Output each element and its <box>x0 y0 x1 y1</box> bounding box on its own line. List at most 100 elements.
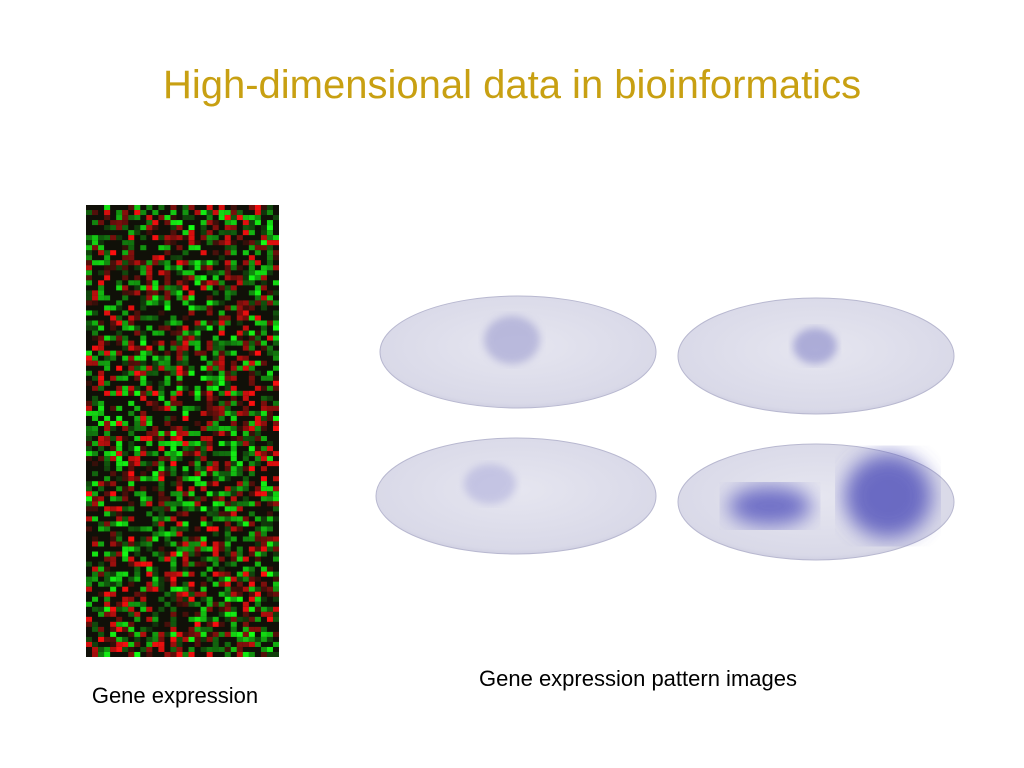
heatmap-cell <box>248 245 255 251</box>
heatmap-cell <box>92 536 99 542</box>
heatmap-cell <box>260 295 267 301</box>
heatmap-cell <box>236 330 243 336</box>
heatmap-cell <box>242 305 249 311</box>
heatmap-cell <box>236 556 243 562</box>
heatmap-cell <box>92 290 99 296</box>
heatmap-cell <box>92 451 99 457</box>
heatmap-cell <box>254 275 261 281</box>
heatmap-cell <box>266 631 273 637</box>
heatmap-cell <box>272 541 279 547</box>
heatmap-cell <box>254 641 261 647</box>
heatmap-cell <box>266 410 273 416</box>
heatmap-cell <box>170 225 177 231</box>
heatmap-cell <box>248 370 255 376</box>
heatmap-cell <box>188 546 195 552</box>
heatmap-cell <box>116 300 123 306</box>
heatmap-cell <box>182 230 189 236</box>
heatmap-cell <box>206 310 213 316</box>
heatmap-cell <box>122 270 129 276</box>
heatmap-cell <box>260 240 267 246</box>
heatmap-cell <box>224 320 231 326</box>
heatmap-cell <box>164 375 171 381</box>
heatmap-cell <box>128 400 135 406</box>
heatmap-cell <box>224 350 231 356</box>
heatmap-cell <box>212 501 219 507</box>
heatmap-cell <box>260 385 267 391</box>
heatmap-cell <box>176 591 183 597</box>
heatmap-cell <box>86 486 93 492</box>
heatmap-cell <box>128 390 135 396</box>
heatmap-cell <box>170 451 177 457</box>
heatmap-cell <box>164 275 171 281</box>
heatmap-cell <box>254 591 261 597</box>
heatmap-cell <box>176 646 183 652</box>
heatmap-cell <box>176 330 183 336</box>
heatmap-cell <box>176 526 183 532</box>
heatmap-cell <box>86 441 93 447</box>
heatmap-cell <box>170 646 177 652</box>
heatmap-cell <box>116 621 123 627</box>
heatmap-cell <box>224 265 231 271</box>
heatmap-cell <box>206 320 213 326</box>
heatmap-cell <box>272 611 279 617</box>
heatmap-cell <box>200 616 207 622</box>
heatmap-cell <box>92 606 99 612</box>
heatmap-cell <box>200 646 207 652</box>
heatmap-cell <box>188 405 195 411</box>
heatmap-cell <box>134 541 141 547</box>
heatmap-cell <box>152 290 159 296</box>
heatmap-cell <box>152 636 159 642</box>
heatmap-cell <box>128 621 135 627</box>
heatmap-cell <box>182 651 189 657</box>
heatmap-cell <box>86 265 93 271</box>
heatmap-cell <box>134 405 141 411</box>
heatmap-cell <box>86 350 93 356</box>
heatmap-cell <box>224 400 231 406</box>
heatmap-cell <box>272 355 279 361</box>
heatmap-cell <box>188 646 195 652</box>
heatmap-cell <box>260 566 267 572</box>
heatmap-cell <box>218 205 225 211</box>
heatmap-cell <box>188 215 195 221</box>
heatmap-cell <box>176 456 183 462</box>
heatmap-cell <box>218 471 225 477</box>
heatmap-cell <box>152 300 159 306</box>
heatmap-cell <box>260 210 267 216</box>
heatmap-cell <box>182 405 189 411</box>
heatmap-cell <box>134 651 141 657</box>
heatmap-cell <box>188 581 195 587</box>
heatmap-cell <box>194 456 201 462</box>
heatmap-cell <box>188 335 195 341</box>
heatmap-cell <box>188 205 195 211</box>
heatmap-cell <box>218 330 225 336</box>
heatmap-cell <box>230 511 237 517</box>
heatmap-cell <box>182 536 189 542</box>
heatmap-cell <box>158 511 165 517</box>
heatmap-cell <box>122 556 129 562</box>
heatmap-cell <box>236 576 243 582</box>
heatmap-cell <box>122 240 129 246</box>
heatmap-cell <box>272 451 279 457</box>
heatmap-cell <box>122 486 129 492</box>
heatmap-cell <box>188 496 195 502</box>
heatmap-cell <box>218 566 225 572</box>
heatmap-cell <box>200 451 207 457</box>
heatmap-cell <box>134 355 141 361</box>
heatmap-cell <box>218 320 225 326</box>
heatmap-cell <box>170 526 177 532</box>
heatmap-cell <box>260 415 267 421</box>
heatmap-cell <box>230 400 237 406</box>
heatmap-cell <box>158 646 165 652</box>
heatmap-cell <box>260 300 267 306</box>
heatmap-cell <box>116 576 123 582</box>
heatmap-cell <box>224 531 231 537</box>
heatmap-cell <box>104 260 111 266</box>
heatmap-cell <box>110 626 117 632</box>
heatmap-cell <box>176 481 183 487</box>
heatmap-cell <box>140 425 147 431</box>
heatmap-cell <box>182 596 189 602</box>
heatmap-cell <box>230 596 237 602</box>
heatmap-cell <box>248 380 255 386</box>
heatmap-cell <box>194 471 201 477</box>
heatmap-cell <box>182 451 189 457</box>
